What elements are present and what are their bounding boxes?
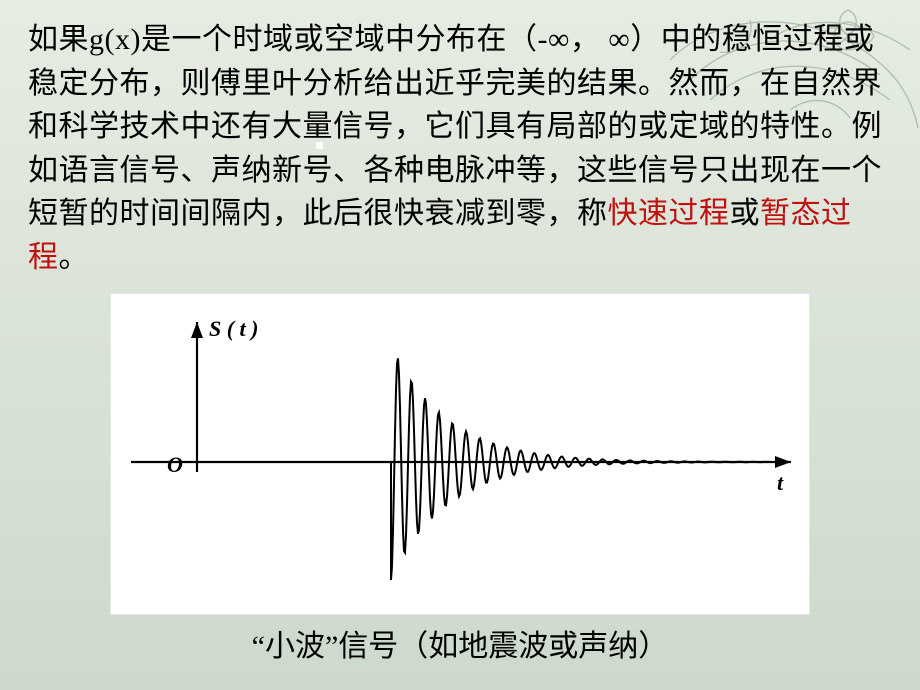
- highlight-fast-process: 快速过程: [608, 197, 730, 230]
- content-area: 如果g(x)是一个时域或空域中分布在（-∞， ∞）中的稳恒过程或稳定分布，则傅里…: [28, 18, 892, 665]
- axes: [131, 322, 791, 472]
- page-dot: [316, 142, 323, 149]
- svg-text:O: O: [167, 452, 183, 477]
- slide: 如果g(x)是一个时域或空域中分布在（-∞， ∞）中的稳恒过程或稳定分布，则傅里…: [0, 0, 920, 690]
- wavelet-svg: S ( t ) Ot: [111, 294, 811, 616]
- svg-text:t: t: [777, 470, 784, 495]
- para-seg2: 或: [730, 197, 761, 230]
- svg-text:S ( t ): S ( t ): [209, 316, 259, 341]
- figure-caption: “小波”信号（如地震波或声纳）: [28, 621, 892, 665]
- wave-path: [131, 358, 769, 580]
- wavelet-figure: S ( t ) Ot: [110, 293, 810, 615]
- para-seg3: 。: [59, 241, 90, 274]
- body-paragraph: 如果g(x)是一个时域或空域中分布在（-∞， ∞）中的稳恒过程或稳定分布，则傅里…: [28, 18, 892, 279]
